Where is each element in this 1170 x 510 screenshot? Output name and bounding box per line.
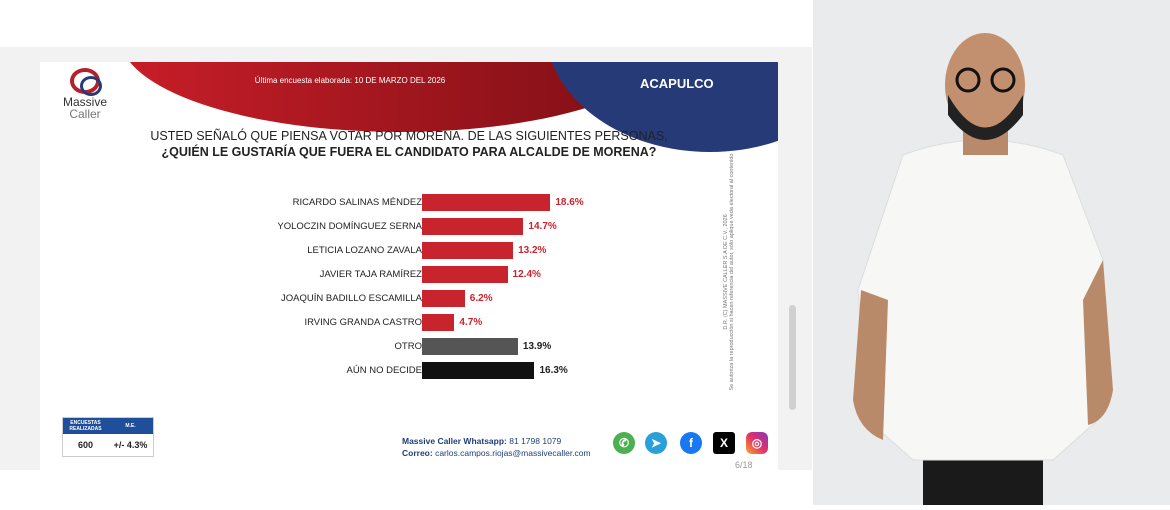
email-label: Correo:	[402, 448, 433, 458]
whatsapp-number: 81 1798 1079	[509, 436, 562, 446]
category-label: JOAQUÍN BADILLO ESCAMILLA	[281, 293, 422, 304]
x-icon[interactable]: X	[713, 432, 735, 454]
value-label: 16.3%	[539, 365, 568, 376]
question-line2: ¿QUIÉN LE GUSTARÍA QUE FUERA EL CANDIDAT…	[161, 145, 657, 159]
sample-table: ENCUESTAS REALIZADAS M.E. 600 +/- 4.3%	[62, 417, 154, 457]
survey-date: Última encuesta elaborada: 10 DE MARZO D…	[254, 76, 446, 85]
whatsapp-icon[interactable]: ✆	[613, 432, 635, 454]
header-surveys: ENCUESTAS REALIZADAS	[69, 420, 102, 432]
value-label: 13.9%	[522, 341, 552, 352]
category-label: IRVING GRANDA CASTRO	[304, 317, 422, 328]
margin-value: +/- 4.3%	[113, 440, 148, 450]
candidate-photo	[813, 0, 1170, 510]
brand-line1: Massive	[62, 95, 107, 109]
whatsapp-label: Massive Caller Whatsapp:	[402, 436, 507, 446]
value-label: 18.6%	[555, 197, 584, 208]
bar	[422, 314, 455, 331]
bar	[422, 338, 518, 355]
category-label: RICARDO SALINAS MÉNDEZ	[292, 197, 422, 208]
scrollbar[interactable]	[789, 305, 796, 410]
bar	[422, 218, 524, 235]
massive-caller-logo: Massive Caller	[60, 68, 110, 120]
surveys-value: 600	[77, 440, 94, 450]
category-label: JAVIER TAJA RAMÍREZ	[319, 269, 422, 280]
header-margin: M.E.	[125, 423, 136, 429]
facebook-icon[interactable]: f	[680, 432, 702, 454]
question-line1: USTED SEÑALÓ QUE PIENSA VOTAR POR MORENA…	[150, 129, 668, 143]
bar	[422, 362, 535, 379]
category-label: OTRO	[394, 341, 422, 352]
value-label: 12.4%	[512, 269, 541, 280]
value-label: 13.2%	[518, 245, 547, 256]
person-photo	[853, 33, 1113, 510]
value-label: 4.7%	[459, 317, 483, 328]
copyright-note: Se autoriza la reproducción si hacen ref…	[729, 153, 735, 391]
email-address: carlos.campos.riojas@massivecaller.com	[435, 448, 591, 458]
bar	[422, 266, 508, 283]
city-title: ACAPULCO	[640, 76, 714, 91]
copyright-vertical: D.R. (C) MASSIVE CALLER S.A DE C.V., 202…	[723, 122, 735, 422]
value-label: 6.2%	[469, 293, 493, 304]
page-indicator: 6/18	[735, 460, 753, 470]
telegram-icon[interactable]: ➤	[645, 432, 667, 454]
logo-icon	[70, 68, 102, 96]
value-label: 14.7%	[528, 221, 557, 232]
category-label: LETICIA LOZANO ZAVALA	[307, 245, 422, 256]
bar	[422, 194, 551, 211]
bar	[422, 242, 514, 259]
brand-line2: Caller	[69, 107, 101, 121]
category-label: YOLOCZIN DOMÍNGUEZ SERNA	[277, 221, 422, 232]
survey-slide: Massive Caller Última encuesta elaborada…	[40, 62, 778, 470]
bar	[422, 290, 465, 307]
contact-info: Massive Caller Whatsapp: 81 1798 1079 Co…	[402, 435, 591, 459]
category-label: AÚN NO DECIDE	[346, 365, 422, 376]
instagram-icon[interactable]: ◎	[746, 432, 768, 454]
